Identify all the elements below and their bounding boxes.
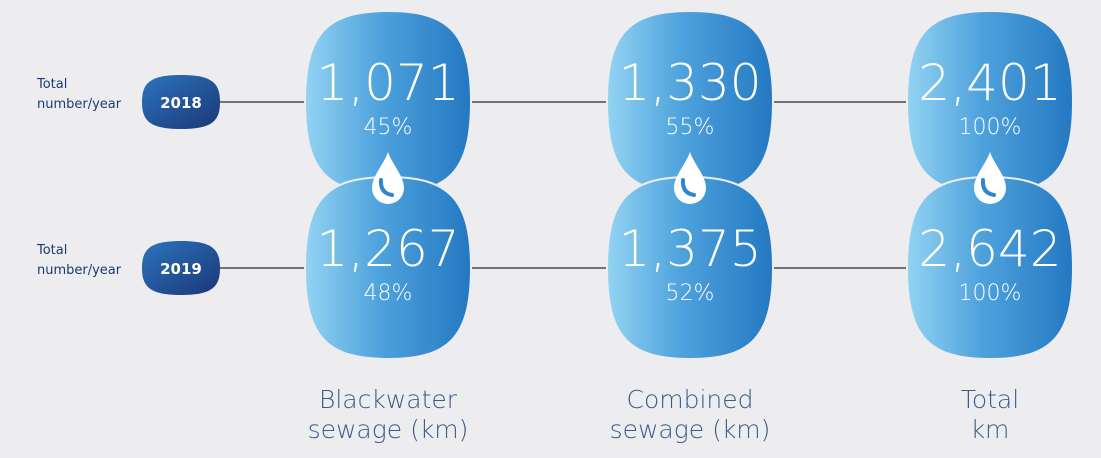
row-label-line: Total <box>36 243 67 258</box>
value: 1,375 <box>618 220 761 278</box>
row-label: Total number/year <box>36 77 122 112</box>
value-blob <box>605 175 775 361</box>
column-label: Blackwater <box>319 385 458 414</box>
droplet-shine <box>378 178 394 197</box>
value: 1,071 <box>316 54 459 112</box>
share: 52% <box>666 281 715 306</box>
value: 2,642 <box>918 220 1061 278</box>
column-label: km <box>971 415 1010 444</box>
row-label-line: Total <box>36 77 67 92</box>
year-label: 2018 <box>160 94 202 112</box>
column-label: Total <box>961 385 1019 414</box>
column-label: sewage (km) <box>308 415 469 444</box>
row-label: Total number/year <box>36 243 122 278</box>
year-badge <box>142 241 220 295</box>
droplet-shine <box>680 178 696 197</box>
value-blob <box>905 175 1075 361</box>
share: 100% <box>959 281 1022 306</box>
share: 100% <box>959 115 1022 140</box>
row-label-line: number/year <box>37 97 122 112</box>
droplet-shine <box>980 178 996 197</box>
year-badge <box>142 75 220 129</box>
droplet <box>974 152 1006 204</box>
column-label: sewage (km) <box>610 415 771 444</box>
share: 48% <box>364 281 413 306</box>
column-label: Combined <box>626 385 753 414</box>
droplet <box>372 152 404 204</box>
row-label-line: number/year <box>37 263 122 278</box>
share: 45% <box>364 115 413 140</box>
value-blob <box>303 175 473 361</box>
content: Total number/year 2018 1,071 45% 1,330 55% 2,40… <box>36 9 1075 444</box>
value: 1,330 <box>618 54 761 112</box>
value: 2,401 <box>918 54 1061 112</box>
year-label: 2019 <box>160 260 202 278</box>
value: 1,267 <box>316 220 459 278</box>
droplet <box>674 152 706 204</box>
share: 55% <box>666 115 715 140</box>
